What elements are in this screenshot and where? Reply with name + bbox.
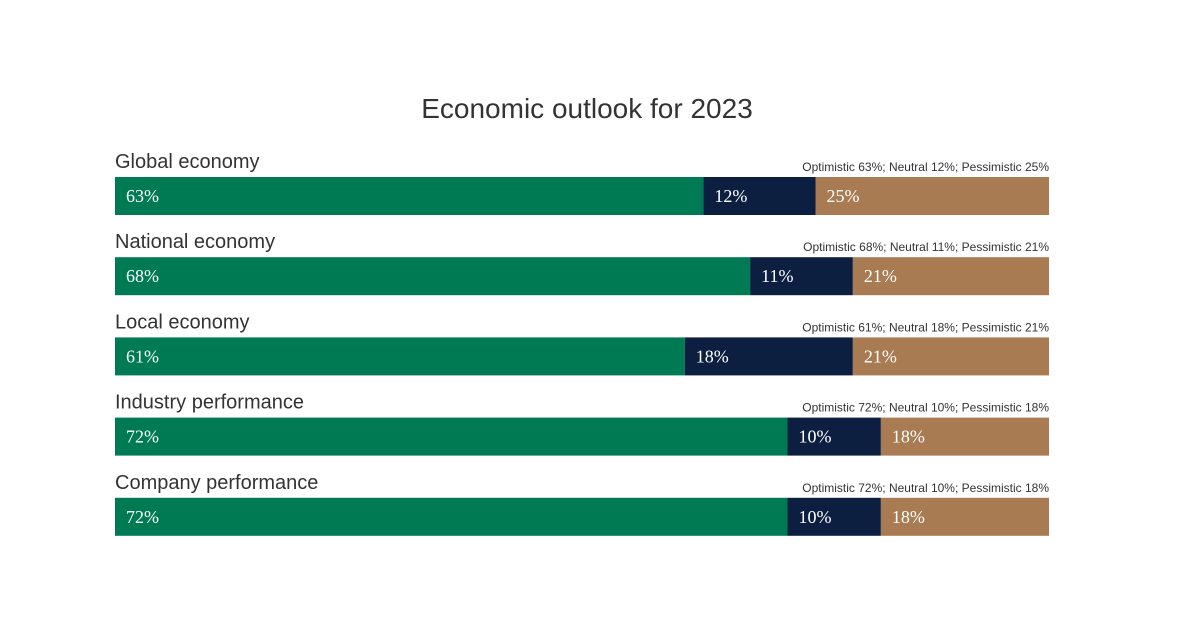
data-label-neutral: 10%: [798, 507, 831, 527]
category-label: National economy: [115, 231, 275, 253]
row-summary-label: Optimistic 61%; Neutral 18%; Pessimistic…: [802, 320, 1049, 334]
data-label-neutral: 12%: [714, 186, 747, 206]
bar-segment-neutral: [750, 257, 853, 296]
bar-segment-pessimistic: [852, 337, 1049, 376]
row-summary-label: Optimistic 63%; Neutral 12%; Pessimistic…: [802, 160, 1049, 174]
row-summary-label: Optimistic 68%; Neutral 11%; Pessimistic…: [803, 240, 1049, 254]
category-label: Industry performance: [115, 392, 304, 414]
chart-row-0: Global economy Optimistic 63%; Neutral 12…: [115, 151, 1049, 215]
chart-row-1: National economy Optimistic 68%; Neutral …: [115, 231, 1049, 296]
chart-rows: Global economy Optimistic 63%; Neutral 12…: [115, 151, 1049, 536]
chart-row-3: Industry performance Optimistic 72%; Neut…: [115, 392, 1049, 456]
category-label: Company performance: [115, 472, 318, 494]
data-label-pessimistic: 18%: [892, 507, 925, 527]
data-label-pessimistic: 21%: [864, 266, 897, 286]
bar-segment-optimistic: [115, 497, 788, 536]
bar-segment-neutral: [787, 417, 881, 456]
category-label: Local economy: [115, 311, 250, 333]
data-label-pessimistic: 18%: [892, 427, 925, 447]
data-label-optimistic: 61%: [126, 346, 159, 366]
chart-title: Economic outlook for 2023: [421, 93, 753, 124]
bar-segment-optimistic: [115, 337, 685, 376]
bar-segment-neutral: [684, 337, 853, 376]
bar-segment-optimistic: [115, 257, 751, 296]
chart-row-2: Local economy Optimistic 61%; Neutral 18%…: [115, 311, 1049, 376]
bar-segment-pessimistic: [880, 417, 1049, 456]
data-label-optimistic: 72%: [126, 507, 159, 527]
bar-segment-pessimistic: [880, 497, 1049, 536]
data-label-optimistic: 63%: [126, 186, 159, 206]
category-label: Global economy: [115, 151, 260, 173]
data-label-neutral: 10%: [798, 427, 831, 447]
data-label-neutral: 18%: [696, 346, 729, 366]
bar-segment-neutral: [787, 497, 881, 536]
chart-row-4: Company performance Optimistic 72%; Neutr…: [115, 472, 1049, 536]
bar-segment-optimistic: [115, 417, 788, 456]
data-label-pessimistic: 21%: [864, 346, 897, 366]
data-label-optimistic: 68%: [126, 266, 159, 286]
data-label-neutral: 11%: [761, 266, 793, 286]
bar-segment-pessimistic: [815, 177, 1049, 215]
bar-segment-optimistic: [115, 177, 704, 215]
data-label-pessimistic: 25%: [827, 186, 860, 206]
row-summary-label: Optimistic 72%; Neutral 10%; Pessimistic…: [802, 401, 1049, 415]
data-label-optimistic: 72%: [126, 427, 159, 447]
bar-segment-neutral: [703, 177, 816, 215]
row-summary-label: Optimistic 72%; Neutral 10%; Pessimistic…: [802, 481, 1049, 495]
bar-segment-pessimistic: [852, 257, 1049, 296]
